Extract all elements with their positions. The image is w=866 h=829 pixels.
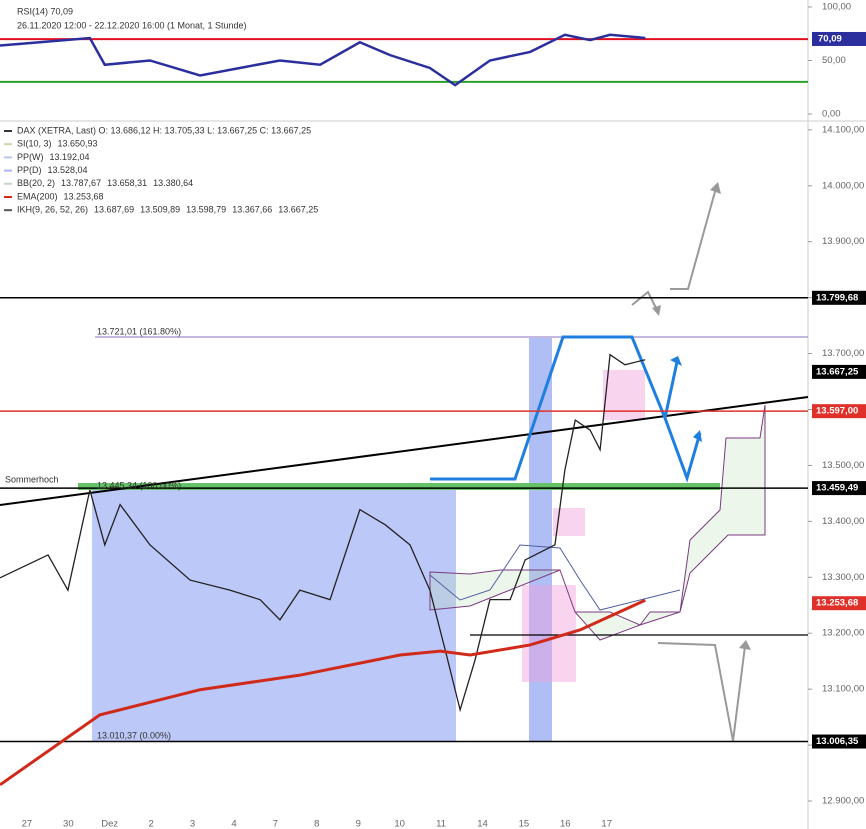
y-tick-label: 13.100,00 (822, 684, 864, 695)
series-line (0, 33, 646, 87)
x-tick-label: 10 (394, 819, 405, 829)
legend-value: 13.787,67 (61, 178, 101, 188)
level-box (812, 404, 866, 419)
legend-value: 13.658,31 (107, 178, 147, 188)
legend-label: PP(D) (17, 165, 42, 175)
legend-value: 13.598,79 (186, 205, 226, 215)
current-box (812, 31, 866, 46)
y-tick-label: 13.700,00 (822, 348, 864, 359)
legend-value: 13.509,89 (140, 205, 180, 215)
y-tick-label: 13.500,00 (822, 460, 864, 471)
ichimoku-cloud (429, 404, 766, 641)
x-tick-label: 9 (356, 819, 361, 829)
x-tick-label: 4 (231, 819, 236, 829)
projection-path (430, 335, 702, 483)
level-box (812, 734, 866, 749)
x-tick-label: 8 (314, 819, 319, 829)
level-label: 13.459,49 (816, 483, 858, 494)
level-box (812, 481, 866, 496)
legend-label: IKH(9, 26, 52, 26) (17, 205, 88, 215)
y-tick-label: 0,00 (822, 109, 841, 120)
y-tick-label: 13.200,00 (822, 628, 864, 639)
series-line (0, 598, 646, 787)
level-box (812, 290, 866, 305)
y-tick-label: 14.000,00 (822, 180, 864, 191)
current-label: 70,09 (818, 33, 842, 44)
shaded-range (92, 490, 456, 741)
annotation: Sommerhoch (5, 474, 59, 484)
x-tick-label: 2 (149, 819, 154, 829)
legend-value: 13.192,04 (50, 152, 90, 162)
legend-value: 13.253,68 (64, 191, 104, 201)
pink-box (603, 370, 645, 420)
legend-label: EMA(200) (17, 191, 58, 201)
legend-value: 13.650,93 (58, 139, 98, 149)
level-label: 13.253,68 (816, 598, 858, 609)
arrow-head (670, 356, 702, 442)
level-label: 13.667,25 (816, 366, 859, 377)
y-tick-label: 13.300,00 (822, 572, 864, 583)
legend-label: DAX (XETRA, Last) O: 13.686,12 H: 13.705… (17, 125, 311, 135)
y-tick-label: 100,00 (822, 1, 851, 12)
legend-label: BB(20, 2) (17, 178, 55, 188)
annotation: 13.721,01 (161.80%) (97, 326, 181, 336)
level-label: 13.006,35 (816, 736, 859, 747)
legend-value: 13.667,25 (278, 205, 318, 215)
y-tick-label: 13.400,00 (822, 516, 864, 527)
gray-arrow (631, 290, 659, 313)
y-tick-label: 14.100,00 (822, 124, 864, 135)
gray-arrow (670, 187, 717, 290)
y-tick-label: 12.900,00 (822, 796, 864, 807)
ichimoku-line (429, 544, 681, 611)
legend-value: 13.528,04 (48, 165, 88, 175)
x-tick-label: 30 (63, 819, 74, 829)
legend-value: 13.380,64 (153, 178, 193, 188)
x-tick-label: 14 (477, 819, 488, 829)
x-tick-label: 3 (190, 819, 195, 829)
green-zone (78, 483, 720, 490)
x-tick-label: 11 (436, 819, 446, 829)
gray-arrow (657, 642, 746, 742)
x-tick-label: 7 (273, 819, 278, 829)
level-label: 13.799,68 (816, 292, 858, 303)
rsi-subtitle: 26.11.2020 12:00 - 22.12.2020 16:00 (1 M… (17, 20, 247, 30)
level-label: 13.597,00 (816, 406, 858, 417)
level-box (812, 596, 866, 611)
x-tick-label: Dez (101, 819, 118, 829)
x-tick-label: 15 (519, 819, 530, 829)
annotation: 13.010,37 (0.00%) (97, 730, 171, 740)
level-box (812, 364, 866, 379)
x-tick-label: 16 (560, 819, 571, 829)
legend-label: PP(W) (17, 152, 44, 162)
rsi-title: RSI(14) 70,09 (17, 6, 73, 16)
projection-arrow (663, 361, 679, 419)
y-tick-label: 13.900,00 (822, 236, 864, 247)
series-line (0, 353, 646, 713)
legend-label: SI(10, 3) (17, 139, 52, 149)
y-tick-label: 50,00 (822, 55, 846, 66)
annotation: 13.445,34 (100.00%) (97, 480, 181, 490)
x-tick-label: 17 (601, 819, 612, 829)
legend-value: 13.687,69 (94, 205, 134, 215)
trendline (0, 396, 809, 506)
x-tick-label: 27 (22, 819, 33, 829)
legend-value: 13.367,66 (232, 205, 272, 215)
